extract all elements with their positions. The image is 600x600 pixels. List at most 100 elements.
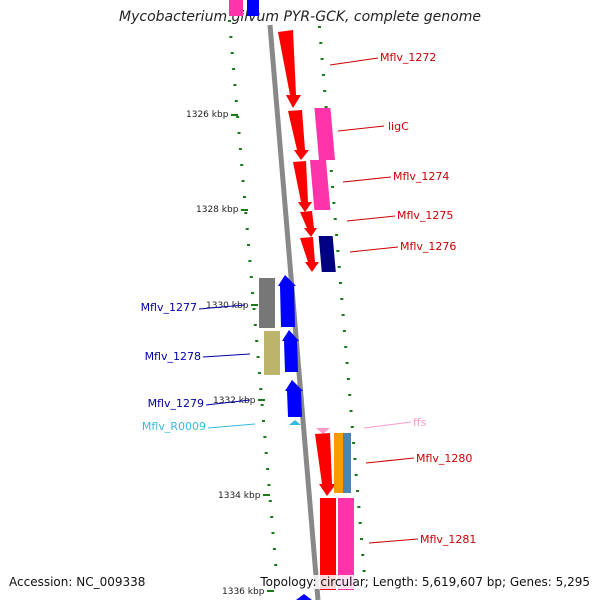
- tick-mark: [247, 244, 250, 246]
- feature-bottom-blue: [296, 594, 312, 600]
- rna-ffs[interactable]: [316, 428, 330, 434]
- tick-mark: [357, 506, 361, 508]
- feature-top-pink: [229, 0, 243, 16]
- tick-mark: [244, 212, 248, 214]
- gene-arrow-mflv-1279[interactable]: [285, 380, 303, 417]
- gene-arrow-mflv-1280[interactable]: [315, 433, 336, 496]
- tick-mark: [335, 234, 339, 236]
- tick-mark: [257, 372, 261, 374]
- ruler-tick: [241, 209, 248, 211]
- tick-mark: [342, 330, 346, 332]
- gene-label[interactable]: Mflv_1277: [141, 301, 197, 314]
- gene-label[interactable]: ffs: [413, 416, 427, 429]
- gene-block-mflv-1276-navy: [318, 236, 336, 272]
- tick-mark: [344, 346, 348, 348]
- tick-mark: [339, 282, 342, 284]
- tick-mark: [321, 74, 325, 76]
- gene-leader-line: [329, 57, 379, 66]
- rna-mflv-r0009[interactable]: [289, 420, 301, 425]
- gene-arrow-ligc[interactable]: [288, 110, 309, 160]
- gene-label[interactable]: Mflv_1278: [145, 350, 201, 363]
- gene-arrow-mflv-1274[interactable]: [293, 161, 312, 212]
- tick-mark: [362, 570, 366, 572]
- tick-mark: [268, 500, 272, 502]
- genome-summary: Topology: circular; Length: 5,619,607 bp…: [260, 575, 590, 589]
- tick-mark: [251, 292, 255, 294]
- tick-mark: [348, 394, 352, 396]
- accession-label: Accession: NC_009338: [9, 575, 146, 589]
- gene-leader-line: [207, 423, 256, 429]
- tick-mark: [264, 452, 268, 454]
- tick-mark: [358, 522, 362, 524]
- tick-mark: [352, 442, 356, 444]
- tick-mark: [350, 426, 354, 428]
- gene-label[interactable]: Mflv_1276: [400, 240, 456, 253]
- tick-mark: [243, 196, 246, 198]
- gene-arrow-mflv-1276[interactable]: [300, 237, 319, 272]
- tick-mark: [256, 356, 260, 358]
- gene-leader-line: [337, 125, 385, 132]
- gene-arrow-mflv-1275[interactable]: [300, 211, 317, 237]
- gene-leader-line: [198, 304, 246, 310]
- tick-mark: [332, 202, 336, 204]
- tick-mark: [319, 42, 323, 44]
- gene-label[interactable]: Mflv_1275: [397, 209, 453, 222]
- tick-mark: [249, 276, 253, 278]
- gene-arrow-mflv-1277[interactable]: [278, 275, 296, 327]
- tick-mark: [346, 378, 350, 380]
- gene-label[interactable]: Mflv_1272: [380, 51, 436, 64]
- gene-label[interactable]: Mflv_1280: [416, 452, 472, 465]
- tick-mark: [237, 132, 241, 134]
- gene-block-mflv-1277-gray: [259, 278, 275, 328]
- tick-mark: [255, 340, 259, 342]
- tick-mark: [263, 436, 267, 438]
- gene-arrow-mflv-1278[interactable]: [282, 330, 299, 372]
- gene-block-mflv-1281-red[interactable]: [320, 498, 336, 590]
- gene-arrow-mflv-1272[interactable]: [278, 30, 301, 108]
- tick-mark: [349, 410, 353, 412]
- tick-mark: [259, 388, 263, 390]
- gene-leader-line: [202, 353, 251, 358]
- tick-mark: [240, 164, 244, 166]
- tick-mark: [267, 484, 271, 486]
- tick-mark: [248, 260, 252, 262]
- gene-label[interactable]: Mflv_1274: [393, 170, 449, 183]
- tick-mark: [353, 458, 357, 460]
- tick-mark: [356, 490, 359, 492]
- tick-mark: [260, 404, 264, 406]
- gene-leader-line: [205, 399, 251, 406]
- tick-mark: [266, 468, 270, 470]
- ruler-label: 1330 kbp: [206, 301, 249, 311]
- ruler-label: 1332 kbp: [213, 396, 256, 406]
- tick-mark: [272, 548, 276, 550]
- ruler-label: 1334 kbp: [218, 491, 261, 501]
- tick-mark: [323, 90, 327, 92]
- tick-mark: [341, 314, 345, 316]
- gene-label[interactable]: ligC: [388, 120, 409, 133]
- tick-mark: [274, 564, 278, 566]
- ruler-label: 1336 kbp: [222, 587, 265, 597]
- ruler-tick: [263, 494, 270, 496]
- tick-mark: [241, 180, 245, 182]
- tick-mark: [329, 170, 333, 172]
- tick-mark: [354, 474, 358, 476]
- tick-mark: [253, 324, 257, 326]
- gene-block-mflv-1280-steel: [343, 433, 351, 493]
- tick-mark: [236, 116, 240, 118]
- ruler-tick: [267, 590, 274, 592]
- tick-mark: [233, 84, 237, 86]
- gene-label[interactable]: Mflv_1281: [420, 533, 476, 546]
- tick-mark: [271, 532, 275, 534]
- gene-leader-line: [349, 246, 399, 253]
- ruler-label: 1326 kbp: [186, 110, 229, 120]
- tick-mark: [228, 20, 231, 22]
- tick-mark: [331, 186, 335, 188]
- gene-label[interactable]: Mflv_R0009: [142, 420, 206, 433]
- gene-block-mflv-1280-orange: [334, 433, 343, 493]
- tick-mark: [245, 228, 249, 230]
- tick-mark: [340, 298, 344, 300]
- gene-label[interactable]: Mflv_1279: [148, 397, 204, 410]
- gene-block-mflv-1278-khaki: [264, 331, 280, 375]
- tick-mark: [229, 36, 233, 38]
